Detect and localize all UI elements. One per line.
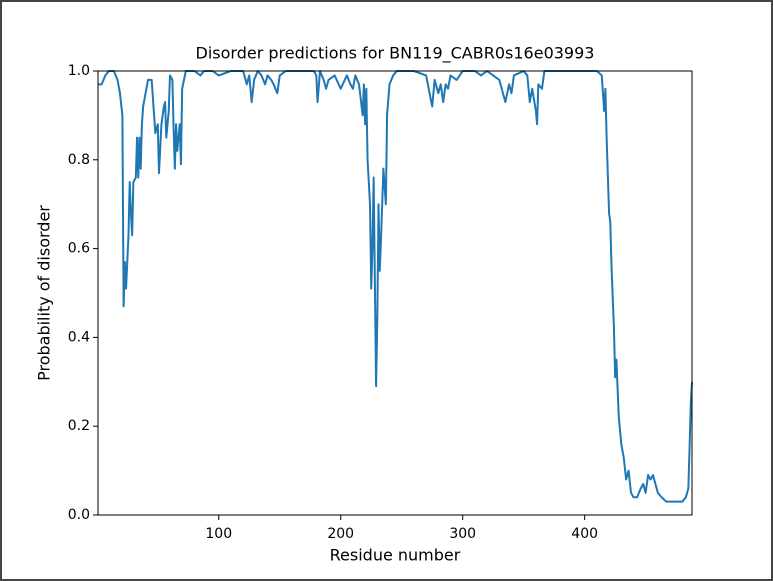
y-tick-label: 1.0 bbox=[68, 63, 90, 79]
plot-frame bbox=[97, 70, 693, 516]
y-tick-label: 0.8 bbox=[68, 152, 90, 168]
y-axis-label: Probability of disorder bbox=[35, 205, 54, 381]
data-line bbox=[98, 70, 693, 503]
y-tick-label: 0.2 bbox=[68, 418, 90, 434]
x-axis-label: Residue number bbox=[330, 546, 461, 565]
y-tick-label: 0.4 bbox=[68, 329, 90, 345]
x-tick-label: 100 bbox=[205, 526, 232, 542]
x-tick-label: 400 bbox=[571, 526, 598, 542]
x-tick-label: 300 bbox=[449, 526, 476, 542]
y-tick-label: 0.6 bbox=[68, 241, 90, 257]
y-tick-label: 0.0 bbox=[68, 507, 90, 523]
x-tick-label: 200 bbox=[327, 526, 354, 542]
chart-title: Disorder predictions for BN119_CABR0s16e… bbox=[196, 44, 595, 64]
